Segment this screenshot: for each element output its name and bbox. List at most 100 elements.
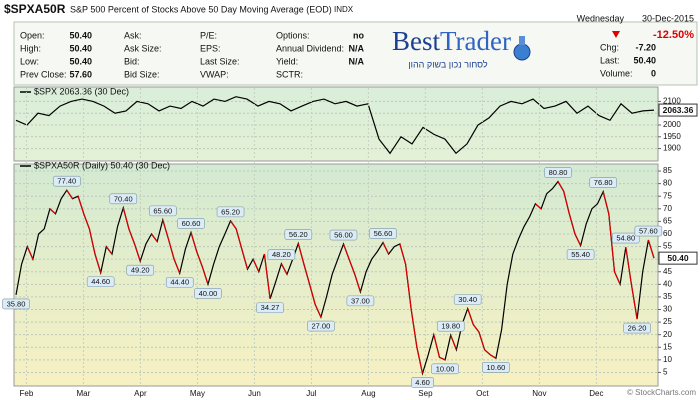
y-tick-label: 30 bbox=[663, 305, 672, 314]
value-label: 76.80 bbox=[594, 178, 613, 187]
value-label: 35.80 bbox=[7, 299, 26, 308]
last-value-box bbox=[658, 103, 698, 117]
down-segment bbox=[625, 246, 633, 285]
symbol-name: S&P 500 Percent of Stocks Above 50 Day M… bbox=[70, 4, 332, 14]
down-segment bbox=[190, 232, 198, 252]
down-segment bbox=[94, 253, 102, 273]
down-segment bbox=[66, 189, 73, 200]
down-segment bbox=[235, 228, 243, 250]
quote-value: 0 bbox=[651, 68, 656, 78]
down-segment bbox=[647, 239, 655, 259]
y-tick-label: 1900 bbox=[663, 144, 681, 153]
price-line bbox=[15, 180, 655, 376]
down-segment bbox=[404, 264, 412, 310]
y-tick-label: 2000 bbox=[663, 120, 681, 129]
info-value: 57.60 bbox=[69, 69, 92, 79]
y-tick-label: 1950 bbox=[663, 132, 681, 141]
down-segment bbox=[489, 354, 497, 359]
x-tick-label: Sep bbox=[418, 389, 433, 398]
down-segment bbox=[416, 347, 424, 374]
value-label-box bbox=[329, 229, 358, 241]
info-value: 50.40 bbox=[69, 43, 92, 53]
value-label: 54.80 bbox=[616, 234, 635, 243]
down-segment bbox=[173, 258, 181, 274]
value-label-box bbox=[109, 193, 138, 205]
info-label: Yield: bbox=[276, 56, 298, 66]
y-tick-label: 85 bbox=[663, 166, 672, 175]
down-segment bbox=[201, 266, 209, 285]
info-label: Annual Dividend: bbox=[276, 43, 344, 53]
value-label: 10.60 bbox=[487, 363, 506, 372]
info-value: 50.40 bbox=[69, 56, 92, 66]
down-segment bbox=[309, 284, 316, 305]
y-tick-label: 25 bbox=[663, 317, 672, 326]
y-tick-label: 2100 bbox=[663, 97, 681, 106]
down-segment bbox=[630, 284, 638, 320]
y-tick-label: 65 bbox=[663, 216, 672, 225]
down-segment bbox=[484, 349, 491, 356]
quote-change-pct: -12.50% bbox=[653, 29, 694, 41]
info-label: Last Size: bbox=[200, 56, 240, 66]
value-label: 80.80 bbox=[549, 168, 568, 177]
panel-title: $SPXA50R (Daily) 50.40 (30 Dec) bbox=[34, 160, 170, 170]
x-tick-label: Mar bbox=[77, 389, 91, 398]
y-tick-label: 70 bbox=[663, 204, 672, 213]
x-tick-label: Aug bbox=[361, 389, 375, 398]
down-segment bbox=[162, 219, 170, 240]
down-segment bbox=[478, 331, 486, 350]
down-segment bbox=[342, 243, 350, 260]
panel-title: $SPX 2063.36 (30 Dec) bbox=[34, 86, 129, 96]
quote-label: Volume: bbox=[600, 68, 633, 78]
down-segment bbox=[450, 334, 457, 351]
value-label: 56.60 bbox=[374, 229, 393, 238]
value-label: 57.60 bbox=[639, 227, 658, 236]
info-label: Low: bbox=[20, 56, 39, 66]
down-segment bbox=[77, 196, 85, 215]
value-label-box bbox=[634, 225, 663, 237]
down-segment bbox=[128, 228, 136, 245]
down-segment bbox=[297, 243, 305, 265]
value-label: 40.00 bbox=[199, 289, 218, 298]
down-segment bbox=[280, 263, 288, 275]
value-label-box bbox=[611, 232, 640, 244]
value-label: 26.20 bbox=[628, 324, 647, 333]
value-label-box bbox=[431, 363, 459, 375]
value-label: 19.80 bbox=[441, 322, 460, 331]
value-label-box bbox=[267, 249, 296, 260]
value-label-box bbox=[148, 205, 177, 217]
down-segment bbox=[382, 242, 390, 255]
info-label: Open: bbox=[20, 30, 45, 40]
info-value: N/A bbox=[349, 56, 365, 66]
x-tick-label: Nov bbox=[532, 389, 546, 398]
value-label-box bbox=[284, 229, 313, 240]
value-label-box bbox=[436, 320, 465, 332]
brand-name: BestTrader bbox=[392, 26, 511, 56]
y-tick-label: 55 bbox=[663, 242, 672, 251]
brand-icon bbox=[513, 43, 531, 61]
quote-day: Wednesday bbox=[577, 13, 625, 23]
down-segment bbox=[133, 243, 141, 262]
quote-label: Last: bbox=[600, 55, 620, 65]
value-label: 65.20 bbox=[221, 207, 240, 216]
exchange: INDX bbox=[334, 5, 354, 14]
down-segment bbox=[230, 220, 237, 230]
info-label: EPS: bbox=[200, 43, 221, 53]
info-value: no bbox=[353, 30, 364, 40]
down-segment bbox=[105, 246, 113, 255]
value-label-box bbox=[411, 377, 435, 388]
down-segment bbox=[563, 191, 570, 214]
down-segment bbox=[263, 254, 271, 299]
down-segment bbox=[314, 304, 322, 318]
down-segment bbox=[535, 203, 542, 210]
down-segment bbox=[303, 264, 311, 285]
price-line bbox=[15, 96, 655, 155]
y-tick-label: 40 bbox=[663, 279, 672, 288]
value-label: 27.00 bbox=[311, 322, 330, 331]
down-segment bbox=[167, 238, 175, 260]
y-tick-label: 75 bbox=[663, 191, 672, 200]
down-segment bbox=[439, 356, 446, 361]
last-value-label: 50.40 bbox=[667, 253, 689, 263]
down-segment bbox=[348, 258, 356, 275]
value-label-box bbox=[369, 228, 397, 239]
